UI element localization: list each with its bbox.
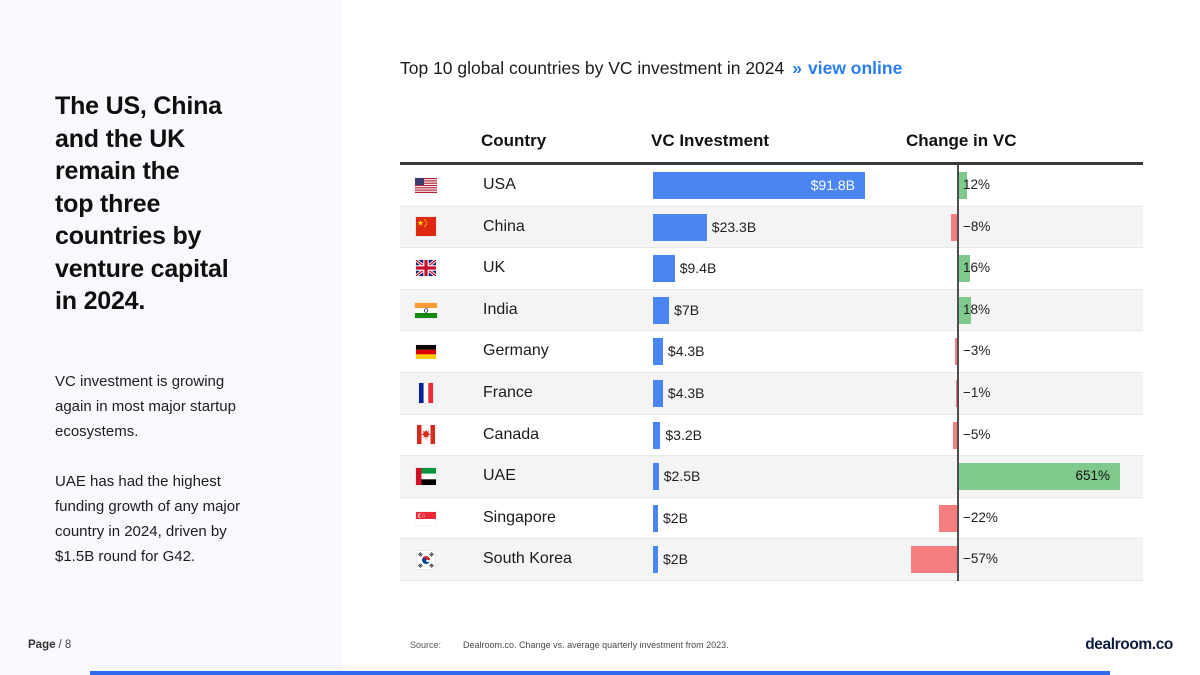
vc-investment-value: $7B — [674, 301, 700, 318]
country-label: China — [483, 217, 525, 235]
change-value: −8% — [963, 218, 991, 234]
country-label: France — [483, 383, 533, 401]
country-flag-icon — [408, 290, 444, 331]
vc-investment-bar — [653, 463, 659, 491]
sidebar: The US, China and the UK remain the top thr… — [0, 0, 342, 675]
chart-title: Top 10 global countries by VC investment… — [400, 58, 903, 78]
change-bar — [954, 338, 957, 366]
vc-investment-bar — [653, 296, 670, 324]
country-label: Canada — [483, 425, 540, 443]
table-row: France $4.3B −1% — [400, 372, 1143, 415]
change-bar — [953, 421, 957, 449]
change-bar — [957, 172, 967, 199]
vc-investment-bar — [653, 172, 865, 199]
country-label: UAE — [483, 467, 516, 485]
vc-investment-value: $2B — [663, 551, 688, 568]
table-row: Singapore $2B −22% — [400, 497, 1143, 540]
column-header-vc-investment: VC Investment — [651, 131, 770, 150]
source-note: Source: Dealroom.co. Change vs. average q… — [410, 640, 729, 650]
vc-investment-value: $4.3B — [667, 343, 705, 360]
country-flag-icon — [408, 456, 444, 497]
country-flag-icon — [408, 498, 444, 539]
change-value: −22% — [963, 509, 998, 525]
vc-investment-bar — [653, 213, 707, 241]
table-row: Germany $4.3B −3% — [400, 331, 1143, 373]
change-value: −1% — [963, 384, 991, 400]
bottom-accent-bar — [90, 671, 1110, 675]
sidebar-paragraph-2: UAE has had the highest funding growth o… — [55, 473, 241, 565]
column-header-country: Country — [481, 131, 547, 150]
country-flag-icon — [408, 207, 444, 248]
country-flag-icon — [408, 415, 444, 456]
change-value: 16% — [963, 260, 991, 276]
change-value: −3% — [963, 343, 991, 359]
table-row: Canada $3.2B −5% — [400, 414, 1143, 457]
vc-investment-bar — [653, 379, 663, 407]
table-header: Country VC Investment Change in VC — [400, 123, 1143, 165]
vc-investment-bar — [653, 338, 663, 366]
vc-investment-value: $23.3B — [711, 218, 757, 235]
country-label: UK — [483, 259, 506, 277]
page-number: Page/ 8 — [28, 639, 72, 651]
vc-investment-bar — [653, 546, 658, 574]
country-flag-icon — [408, 165, 444, 206]
change-value: 651% — [1075, 468, 1110, 484]
vc-investment-value: $2B — [663, 509, 688, 526]
table-rows: USA $91.8B 12% China $23.3B −8% UK $9.4B… — [400, 165, 1143, 581]
change-bar — [957, 296, 972, 324]
dealroom-logo: dealroom.co — [1085, 636, 1173, 653]
table-row: UAE $2.5B 651% — [400, 456, 1143, 498]
change-bar — [957, 463, 1120, 491]
country-label: Germany — [483, 342, 549, 360]
vc-investment-value: $9.4B — [679, 260, 717, 277]
change-value: −5% — [963, 426, 991, 442]
country-flag-icon — [408, 331, 444, 372]
table-row: USA $91.8B 12% — [400, 165, 1143, 207]
slide-headline: The US, China and the UK remain the top thr… — [55, 92, 229, 315]
country-label: Singapore — [483, 508, 556, 526]
vc-investment-value: $91.8B — [810, 177, 855, 193]
view-online-link[interactable]: » view online — [792, 58, 903, 78]
vc-investment-bar — [653, 421, 661, 449]
change-axis-line — [957, 165, 959, 581]
change-bar — [957, 255, 970, 283]
change-value: −57% — [963, 551, 998, 567]
vc-investment-bar — [653, 255, 675, 283]
double-chevron-icon: » — [792, 58, 802, 78]
column-header-change-in-vc: Change in VC — [906, 131, 1017, 150]
country-label: South Korea — [483, 550, 572, 568]
country-flag-icon — [408, 373, 444, 414]
table-row: UK $9.4B 16% — [400, 248, 1143, 290]
country-flag-icon — [408, 539, 444, 580]
table-row: India $7B 18% — [400, 289, 1143, 332]
vc-investment-table: Country VC Investment Change in VC USA $… — [400, 123, 1143, 581]
change-bar — [939, 504, 957, 532]
table-row: South Korea $2B −57% — [400, 539, 1143, 581]
sidebar-paragraph-1: VC investment is growing again in most m… — [55, 373, 236, 440]
change-bar — [950, 213, 957, 241]
country-label: USA — [483, 176, 516, 193]
country-flag-icon — [408, 248, 444, 289]
table-row: China $23.3B −8% — [400, 206, 1143, 249]
country-label: India — [483, 300, 518, 318]
change-bar — [955, 379, 957, 407]
vc-investment-bar — [653, 504, 658, 532]
change-bar — [911, 546, 957, 574]
vc-investment-value: $3.2B — [665, 426, 702, 443]
change-value: 18% — [963, 301, 991, 317]
change-value: 12% — [963, 177, 991, 192]
vc-investment-value: $4.3B — [667, 384, 705, 401]
vc-investment-value: $2.5B — [663, 468, 701, 485]
